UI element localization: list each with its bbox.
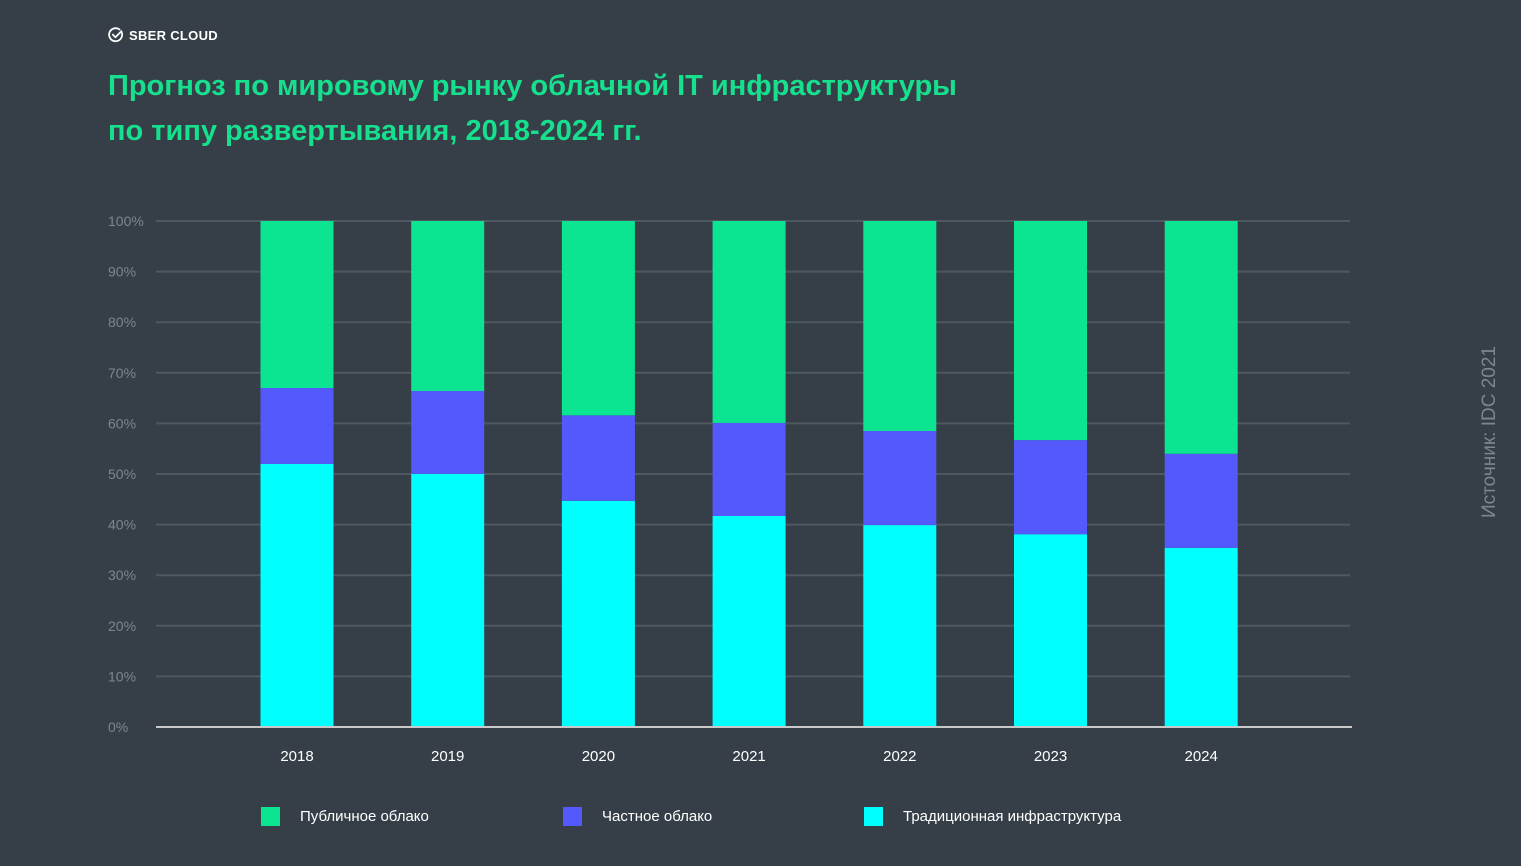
- legend-swatch-public-cloud: [261, 807, 280, 826]
- bar-segment-2023: [1014, 534, 1087, 727]
- y-tick-label: 0%: [108, 719, 128, 735]
- x-tick-label: 2020: [582, 748, 615, 765]
- bar-segment-2018: [260, 387, 334, 464]
- legend-label-traditional-infrastructure: Традиционная инфраструктура: [903, 808, 1122, 825]
- bar-segment-2023: [1014, 440, 1087, 535]
- brand-name: SBER CLOUD: [129, 27, 218, 43]
- y-tick-label: 70%: [108, 365, 136, 381]
- legend-label-public-cloud: Публичное облако: [300, 808, 429, 825]
- y-tick-label: 80%: [108, 314, 136, 330]
- legend-item-traditional-infrastructure: Традиционная инфраструктура: [864, 807, 1121, 826]
- bars-layer: [260, 221, 1238, 727]
- x-tick-label: 2024: [1185, 748, 1218, 765]
- y-tick-label: 10%: [108, 668, 136, 684]
- legend-swatch-private-cloud: [563, 807, 582, 826]
- stacked-bar-chart: 0% 10% 20% 30% 40% 50% 60% 70% 80% 90% 100% 2018 201…: [108, 213, 1352, 765]
- legend-item-private-cloud: Частное облако: [563, 807, 712, 826]
- page-title: Прогноз по мировому рынку облачной IT ин…: [108, 64, 1108, 154]
- y-tick-label: 60%: [108, 415, 136, 431]
- bar-segment-2022: [863, 221, 937, 431]
- bar-segment-2023: [1014, 221, 1087, 441]
- y-tick-label: 50%: [108, 466, 136, 482]
- bar-segment-2018: [260, 463, 334, 727]
- bar-segment-2019: [411, 474, 485, 727]
- title-line-1: Прогноз по мировому рынку облачной IT ин…: [108, 70, 957, 102]
- bar-segment-2020: [561, 221, 635, 416]
- bar-segment-2019: [411, 391, 485, 474]
- title-line-2: по типу развертывания, 2018-2024 гг.: [108, 115, 642, 147]
- bar-segment-2019: [411, 221, 485, 392]
- x-tick-label: 2023: [1034, 748, 1067, 765]
- bar-segment-2020: [561, 415, 635, 501]
- y-tick-label: 30%: [108, 567, 136, 583]
- x-tick-label: 2022: [883, 748, 916, 765]
- bar-segment-2018: [260, 221, 334, 388]
- y-tick-label: 100%: [108, 213, 144, 229]
- bar-segment-2021: [712, 221, 786, 423]
- bar-segment-2024: [1164, 221, 1238, 454]
- bar-segment-2021: [712, 422, 786, 516]
- bar-segment-2024: [1164, 547, 1238, 727]
- y-tick-label: 90%: [108, 264, 136, 280]
- bar-segment-2024: [1164, 453, 1238, 548]
- y-tick-label: 40%: [108, 517, 136, 533]
- legend-swatch-traditional-infrastructure: [864, 807, 883, 826]
- x-tick-label: 2021: [732, 748, 765, 765]
- brand-logo: SBER CLOUD: [108, 27, 218, 43]
- x-tick-label: 2019: [431, 748, 464, 765]
- bar-segment-2020: [561, 500, 635, 727]
- x-tick-label: 2018: [280, 748, 313, 765]
- axis-layer: 0% 10% 20% 30% 40% 50% 60% 70% 80% 90% 100% 2018 201…: [108, 213, 1352, 765]
- bar-segment-2021: [712, 515, 786, 727]
- legend-item-public-cloud: Публичное облако: [261, 807, 429, 826]
- sber-check-logo-icon: [108, 27, 123, 43]
- legend: Публичное облако Частное облако Традицио…: [0, 807, 1521, 831]
- legend-label-private-cloud: Частное облако: [602, 808, 713, 825]
- bar-segment-2022: [863, 525, 937, 727]
- bar-segment-2022: [863, 430, 937, 526]
- y-tick-label: 20%: [108, 618, 136, 634]
